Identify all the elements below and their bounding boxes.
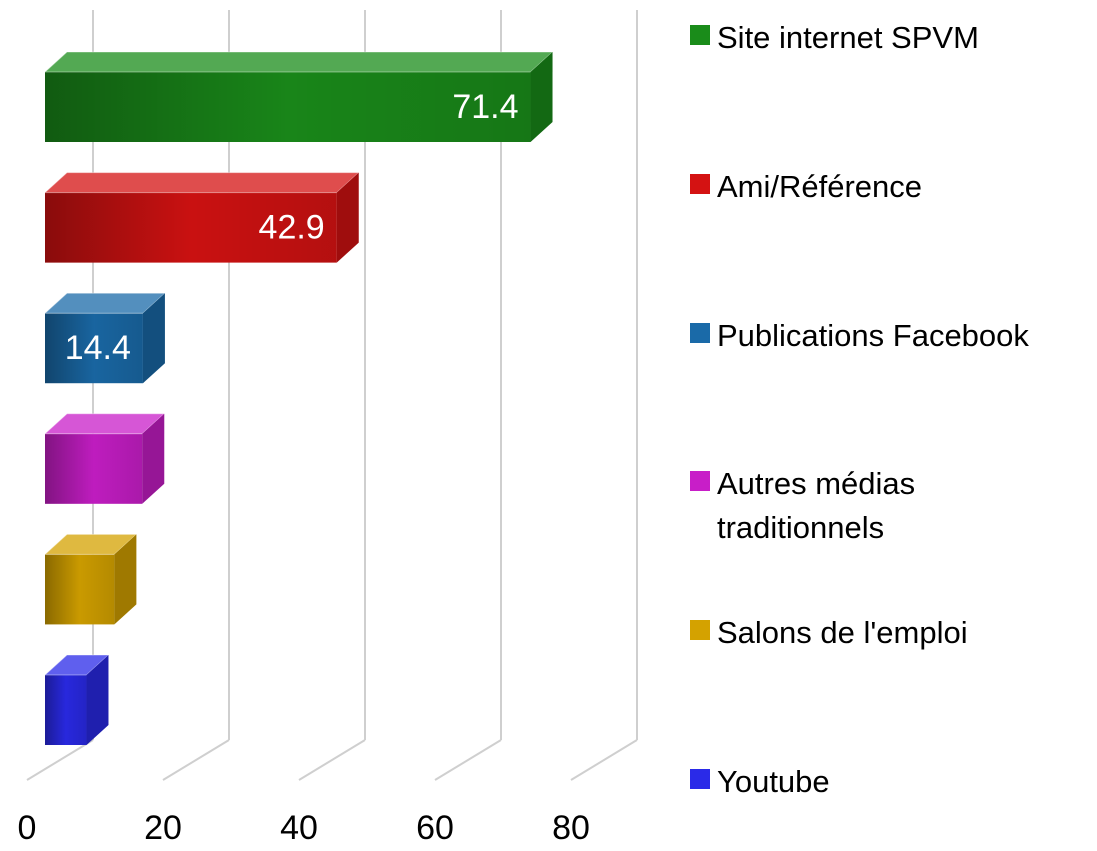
x-tick-label: 80 — [552, 809, 590, 847]
x-tick-label: 20 — [144, 809, 182, 847]
legend-swatch — [690, 471, 710, 492]
bar-side — [142, 413, 165, 504]
bar-top-light — [45, 52, 553, 72]
bar-side — [336, 172, 359, 263]
legend-label: Publications Facebook — [717, 317, 1029, 353]
data-label: 71.4 — [452, 88, 518, 126]
legend-label: Ami/Référence — [717, 168, 923, 204]
legend-item: Publications Facebook — [690, 314, 1090, 358]
legend-item: Salons de l'emploi — [690, 611, 1090, 655]
x-tick-label: 0 — [18, 809, 37, 847]
legend-item: Ami/Référence — [690, 165, 1090, 209]
bar-side — [142, 293, 165, 384]
x-tick-label: 40 — [280, 809, 318, 847]
x-tick-label: 60 — [416, 809, 454, 847]
bar-top-light — [45, 172, 359, 193]
legend-label: Youtube — [717, 764, 830, 799]
bar-side-dark — [86, 655, 109, 745]
legend-swatch — [690, 322, 710, 343]
bar-top-light — [45, 655, 109, 675]
legend-item: Autres médias traditionnels — [690, 462, 1090, 550]
floor-grid-line — [298, 739, 366, 781]
bar-side — [86, 655, 109, 745]
bar-shade — [45, 313, 143, 384]
floor-grid-line — [434, 739, 502, 781]
bar-side-dark — [530, 52, 553, 142]
legend-label: Salons de l'emploi — [717, 615, 968, 651]
bar-side-dark — [142, 293, 165, 384]
bar-shade — [45, 433, 143, 504]
legend-swatch — [690, 769, 710, 789]
bar-shade — [45, 675, 87, 745]
bar-side-dark — [114, 534, 137, 625]
bar-side-dark — [142, 413, 165, 504]
legend-swatch — [690, 620, 710, 641]
legend-item: Youtube — [690, 760, 1090, 804]
legend-swatch — [690, 25, 710, 45]
floor-grid-line — [26, 739, 94, 781]
bar-shade — [45, 72, 531, 142]
bar-side — [114, 534, 137, 625]
bar-top-light — [45, 413, 165, 434]
bar-top-light — [45, 293, 165, 314]
bar-side — [530, 52, 553, 142]
bar-top-light — [45, 534, 137, 555]
data-label: 14.4 — [65, 329, 131, 367]
legend-swatch — [690, 173, 710, 194]
bar-shade — [45, 192, 337, 263]
bar-side-dark — [336, 172, 359, 263]
legend-label: Autres médias traditionnels — [717, 466, 916, 546]
legend-label: Site internet SPVM — [717, 20, 979, 55]
floor-grid-line — [570, 739, 638, 781]
plot: 0 20 40 60 80 71.4 42.9 14.4 — [18, 10, 638, 847]
floor-grid-line — [162, 739, 230, 781]
legend-item: Site internet SPVM — [690, 16, 1090, 60]
data-label: 42.9 — [259, 209, 325, 247]
bar-shade — [45, 554, 115, 625]
